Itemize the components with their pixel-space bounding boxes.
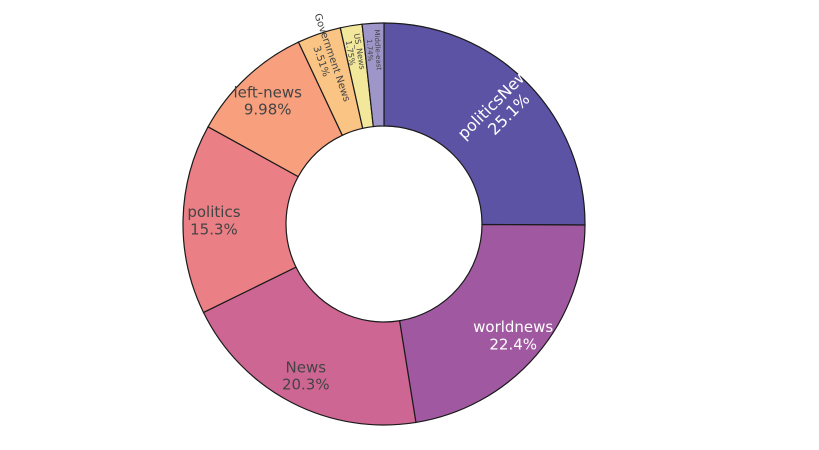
slice-label-us-news: US_News1.75% bbox=[343, 33, 367, 72]
slice-percent-label: 1.75% bbox=[344, 40, 357, 67]
slice-news[interactable] bbox=[202, 266, 417, 426]
slice-category-label: worldnews bbox=[473, 318, 553, 336]
donut-slices bbox=[182, 22, 586, 426]
slice-label-middle-east: Middle-east1.74% bbox=[365, 29, 383, 71]
slice-category-label: Middle-east bbox=[373, 29, 383, 70]
slice-politics[interactable] bbox=[182, 125, 300, 314]
slice-politicsnews[interactable] bbox=[383, 22, 586, 226]
slice-middle-east[interactable] bbox=[361, 22, 385, 128]
slice-percent-label: 15.3% bbox=[190, 220, 238, 238]
slice-category-label: left-news bbox=[233, 83, 302, 101]
slice-percent-label: 22.4% bbox=[489, 335, 537, 353]
slice-label-news: News 20.3% bbox=[282, 358, 330, 393]
slice-label-worldnews: worldnews 22.4% bbox=[473, 318, 553, 353]
slice-category-label: politics bbox=[187, 203, 240, 221]
slice-percent-label: 20.3% bbox=[282, 376, 330, 394]
slice-percent-label: 9.98% bbox=[244, 101, 292, 119]
slice-percent-label: 1.74% bbox=[365, 39, 374, 62]
slice-worldnews[interactable] bbox=[398, 223, 586, 424]
slice-category-label: News bbox=[286, 358, 327, 376]
slice-label-politics: politics 15.3% bbox=[187, 203, 240, 238]
slice-label-left-news: left-news 9.98% bbox=[233, 83, 302, 118]
